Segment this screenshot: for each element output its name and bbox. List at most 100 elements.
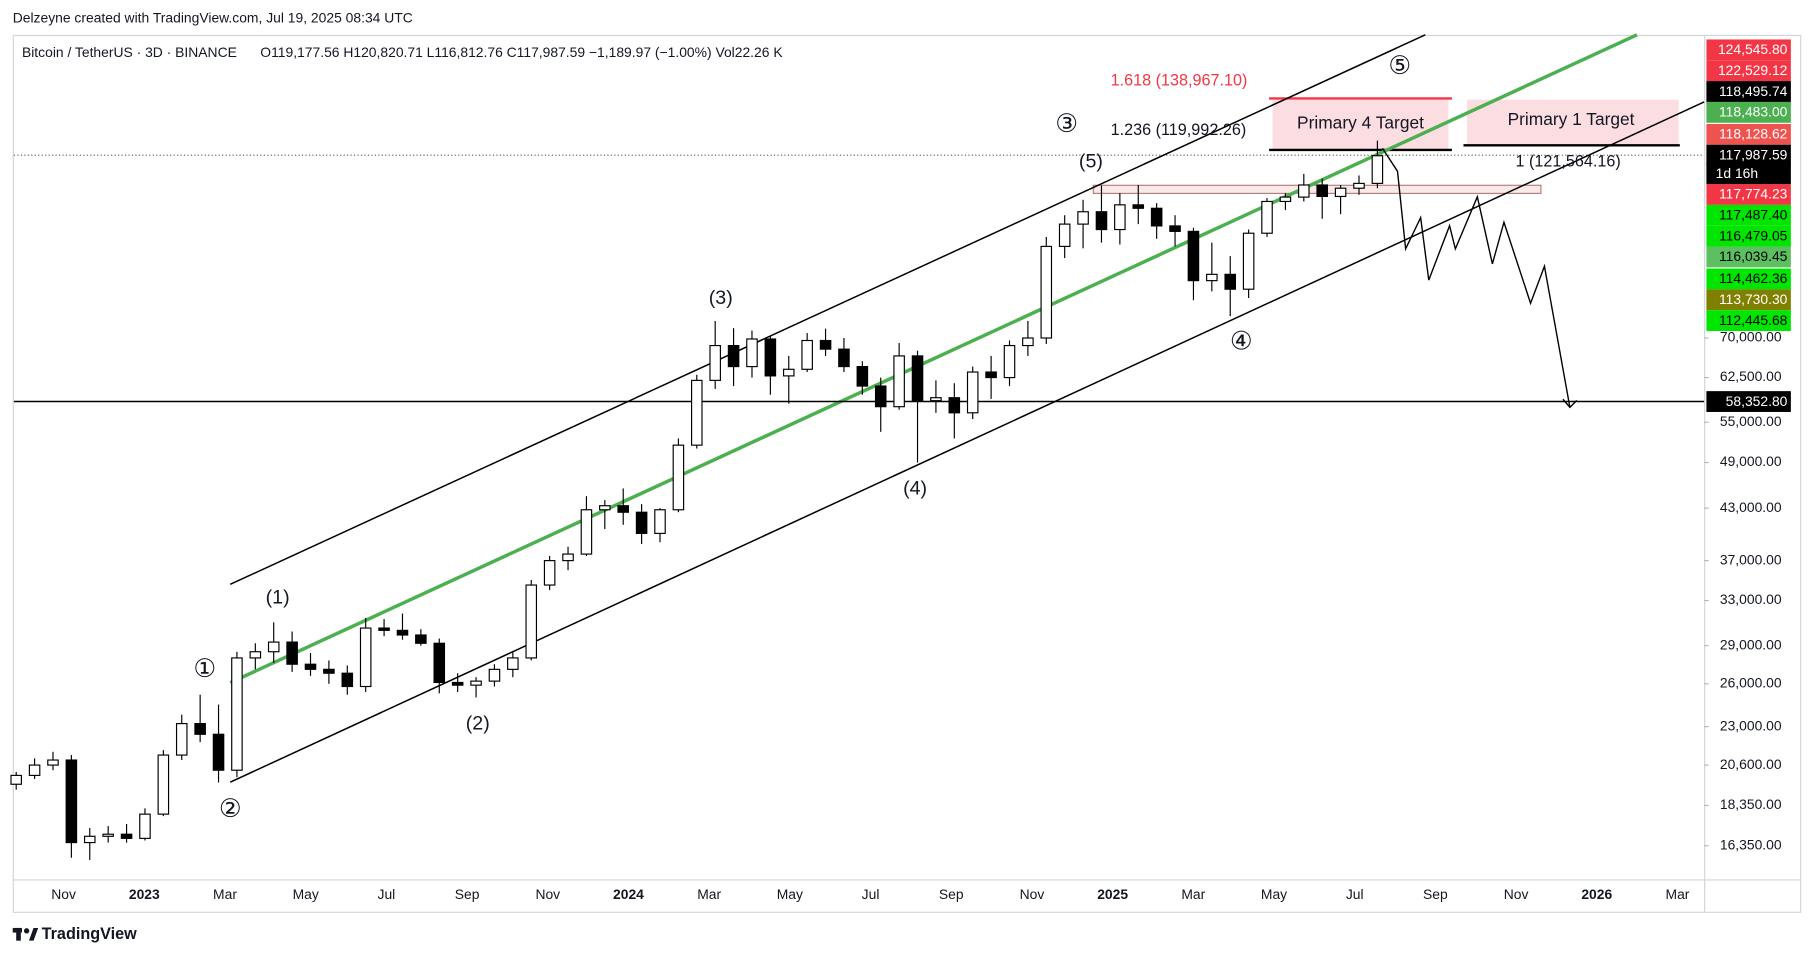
- price-tag-label: 118,483.00: [1719, 104, 1788, 120]
- brand: TradingView: [42, 925, 137, 943]
- candle-body: [47, 759, 59, 766]
- price-tag: [1706, 101, 1791, 123]
- y-tick-label: 43,000.00: [1720, 499, 1782, 515]
- price-tag: [1706, 123, 1791, 145]
- y-tick-label: 49,000.00: [1720, 453, 1782, 469]
- candle-body: [304, 663, 317, 670]
- annotation: Primary 1 Target: [1508, 109, 1635, 129]
- price-tag: [1706, 60, 1791, 82]
- caption: Delzeyne created with TradingView.com, J…: [13, 9, 413, 25]
- y-tick-label: 33,000.00: [1720, 591, 1782, 607]
- wave-label: (2): [466, 713, 490, 735]
- candle-body: [83, 835, 96, 844]
- candle-body: [838, 348, 850, 368]
- price-tag: [1706, 204, 1791, 226]
- y-tick-label: 23,000.00: [1720, 717, 1782, 733]
- candle-body: [194, 723, 206, 735]
- x-tick-label: Sep: [455, 886, 480, 902]
- target-box: [1466, 99, 1679, 146]
- candle-body: [323, 668, 335, 674]
- candle-body: [672, 444, 685, 511]
- price-tag: [1706, 289, 1791, 311]
- x-tick-label: Jul: [378, 886, 396, 902]
- price-tag-label: 58,352.80: [1726, 393, 1788, 409]
- candle-body: [911, 355, 924, 402]
- candle-body: [801, 339, 813, 370]
- candle-body: [231, 657, 243, 771]
- candle-body: [341, 672, 354, 688]
- y-tick-label: 62,500.00: [1720, 368, 1782, 384]
- trend-line: [229, 33, 1638, 685]
- logo-shape: [28, 927, 39, 941]
- x-tick-label: Mar: [1181, 886, 1205, 902]
- wave-label: (4): [903, 478, 927, 500]
- x-tick-label: May: [1261, 886, 1287, 902]
- candle-body: [782, 368, 795, 377]
- price-tag-label: 122,529.12: [1718, 62, 1788, 78]
- candle-body: [470, 680, 482, 686]
- candle-body: [1316, 184, 1328, 198]
- y-tick-label: 20,600.00: [1720, 756, 1782, 772]
- candle-body: [1095, 211, 1108, 231]
- price-tag-label: 117,987.59: [1719, 146, 1788, 162]
- candle-body: [451, 681, 464, 686]
- x-tick-label: Mar: [1666, 886, 1690, 902]
- price-tag-label: 112,445.68: [1719, 312, 1788, 328]
- candle-body: [1187, 230, 1200, 282]
- price-tag-label: 116,479.05: [1719, 227, 1788, 243]
- price-tag: [1706, 225, 1791, 247]
- candle-body: [286, 641, 298, 665]
- candle-body: [396, 629, 409, 636]
- candle-body: [28, 764, 41, 776]
- candle-body: [267, 641, 280, 653]
- candle-body: [1150, 207, 1163, 227]
- candle-body: [212, 733, 225, 771]
- x-tick-label: 2026: [1581, 886, 1612, 902]
- logo-shape: [16, 927, 21, 941]
- channel-line: [229, 34, 1426, 586]
- candle-body: [635, 511, 648, 534]
- x-tick-label: Mar: [213, 886, 237, 902]
- annotation: 1 (121,564.16): [1516, 152, 1621, 170]
- candle-body: [10, 774, 22, 785]
- candle-body: [599, 505, 611, 511]
- price-tag: [1706, 81, 1791, 102]
- wave-label: (5): [1079, 150, 1103, 172]
- price-tag: [1706, 39, 1791, 61]
- x-tick-label: Jul: [862, 886, 880, 902]
- candle-body: [1132, 204, 1145, 209]
- countdown-tag: [1706, 163, 1791, 185]
- candle-body: [746, 338, 758, 368]
- price-tag: [1706, 184, 1791, 205]
- candle-body: [1040, 245, 1053, 339]
- candle-body: [985, 371, 997, 379]
- candle-body: [415, 634, 427, 644]
- candle-body: [175, 723, 188, 756]
- x-tick-label: Sep: [939, 886, 964, 902]
- annotation: 1.236 (119,992.26): [1111, 121, 1247, 139]
- candle-body: [139, 813, 151, 839]
- wave-label: ⑤: [1388, 51, 1411, 81]
- x-tick-label: May: [777, 886, 803, 902]
- candle-body: [856, 365, 869, 387]
- candle-body: [930, 397, 942, 402]
- candle-body: [1169, 225, 1181, 232]
- candle-body: [1022, 337, 1034, 347]
- candle-body: [359, 627, 372, 688]
- price-tag-label: 113,730.30: [1719, 291, 1788, 307]
- y-tick-label: 70,000.00: [1720, 329, 1782, 345]
- price-tag: [1706, 144, 1791, 166]
- candle-body: [1371, 155, 1384, 184]
- x-tick-label: May: [293, 886, 319, 902]
- symbol: Bitcoin / TetherUS · 3D · BINANCE: [22, 44, 237, 60]
- candle-body: [120, 833, 133, 839]
- candle-body: [819, 339, 832, 350]
- candle-body: [893, 355, 905, 408]
- candle-body: [691, 379, 703, 446]
- price-tag-label: 124,545.80: [1718, 41, 1788, 57]
- candle-body: [507, 657, 519, 670]
- price-tag: [1706, 391, 1791, 412]
- x-tick-label: 2024: [613, 886, 644, 902]
